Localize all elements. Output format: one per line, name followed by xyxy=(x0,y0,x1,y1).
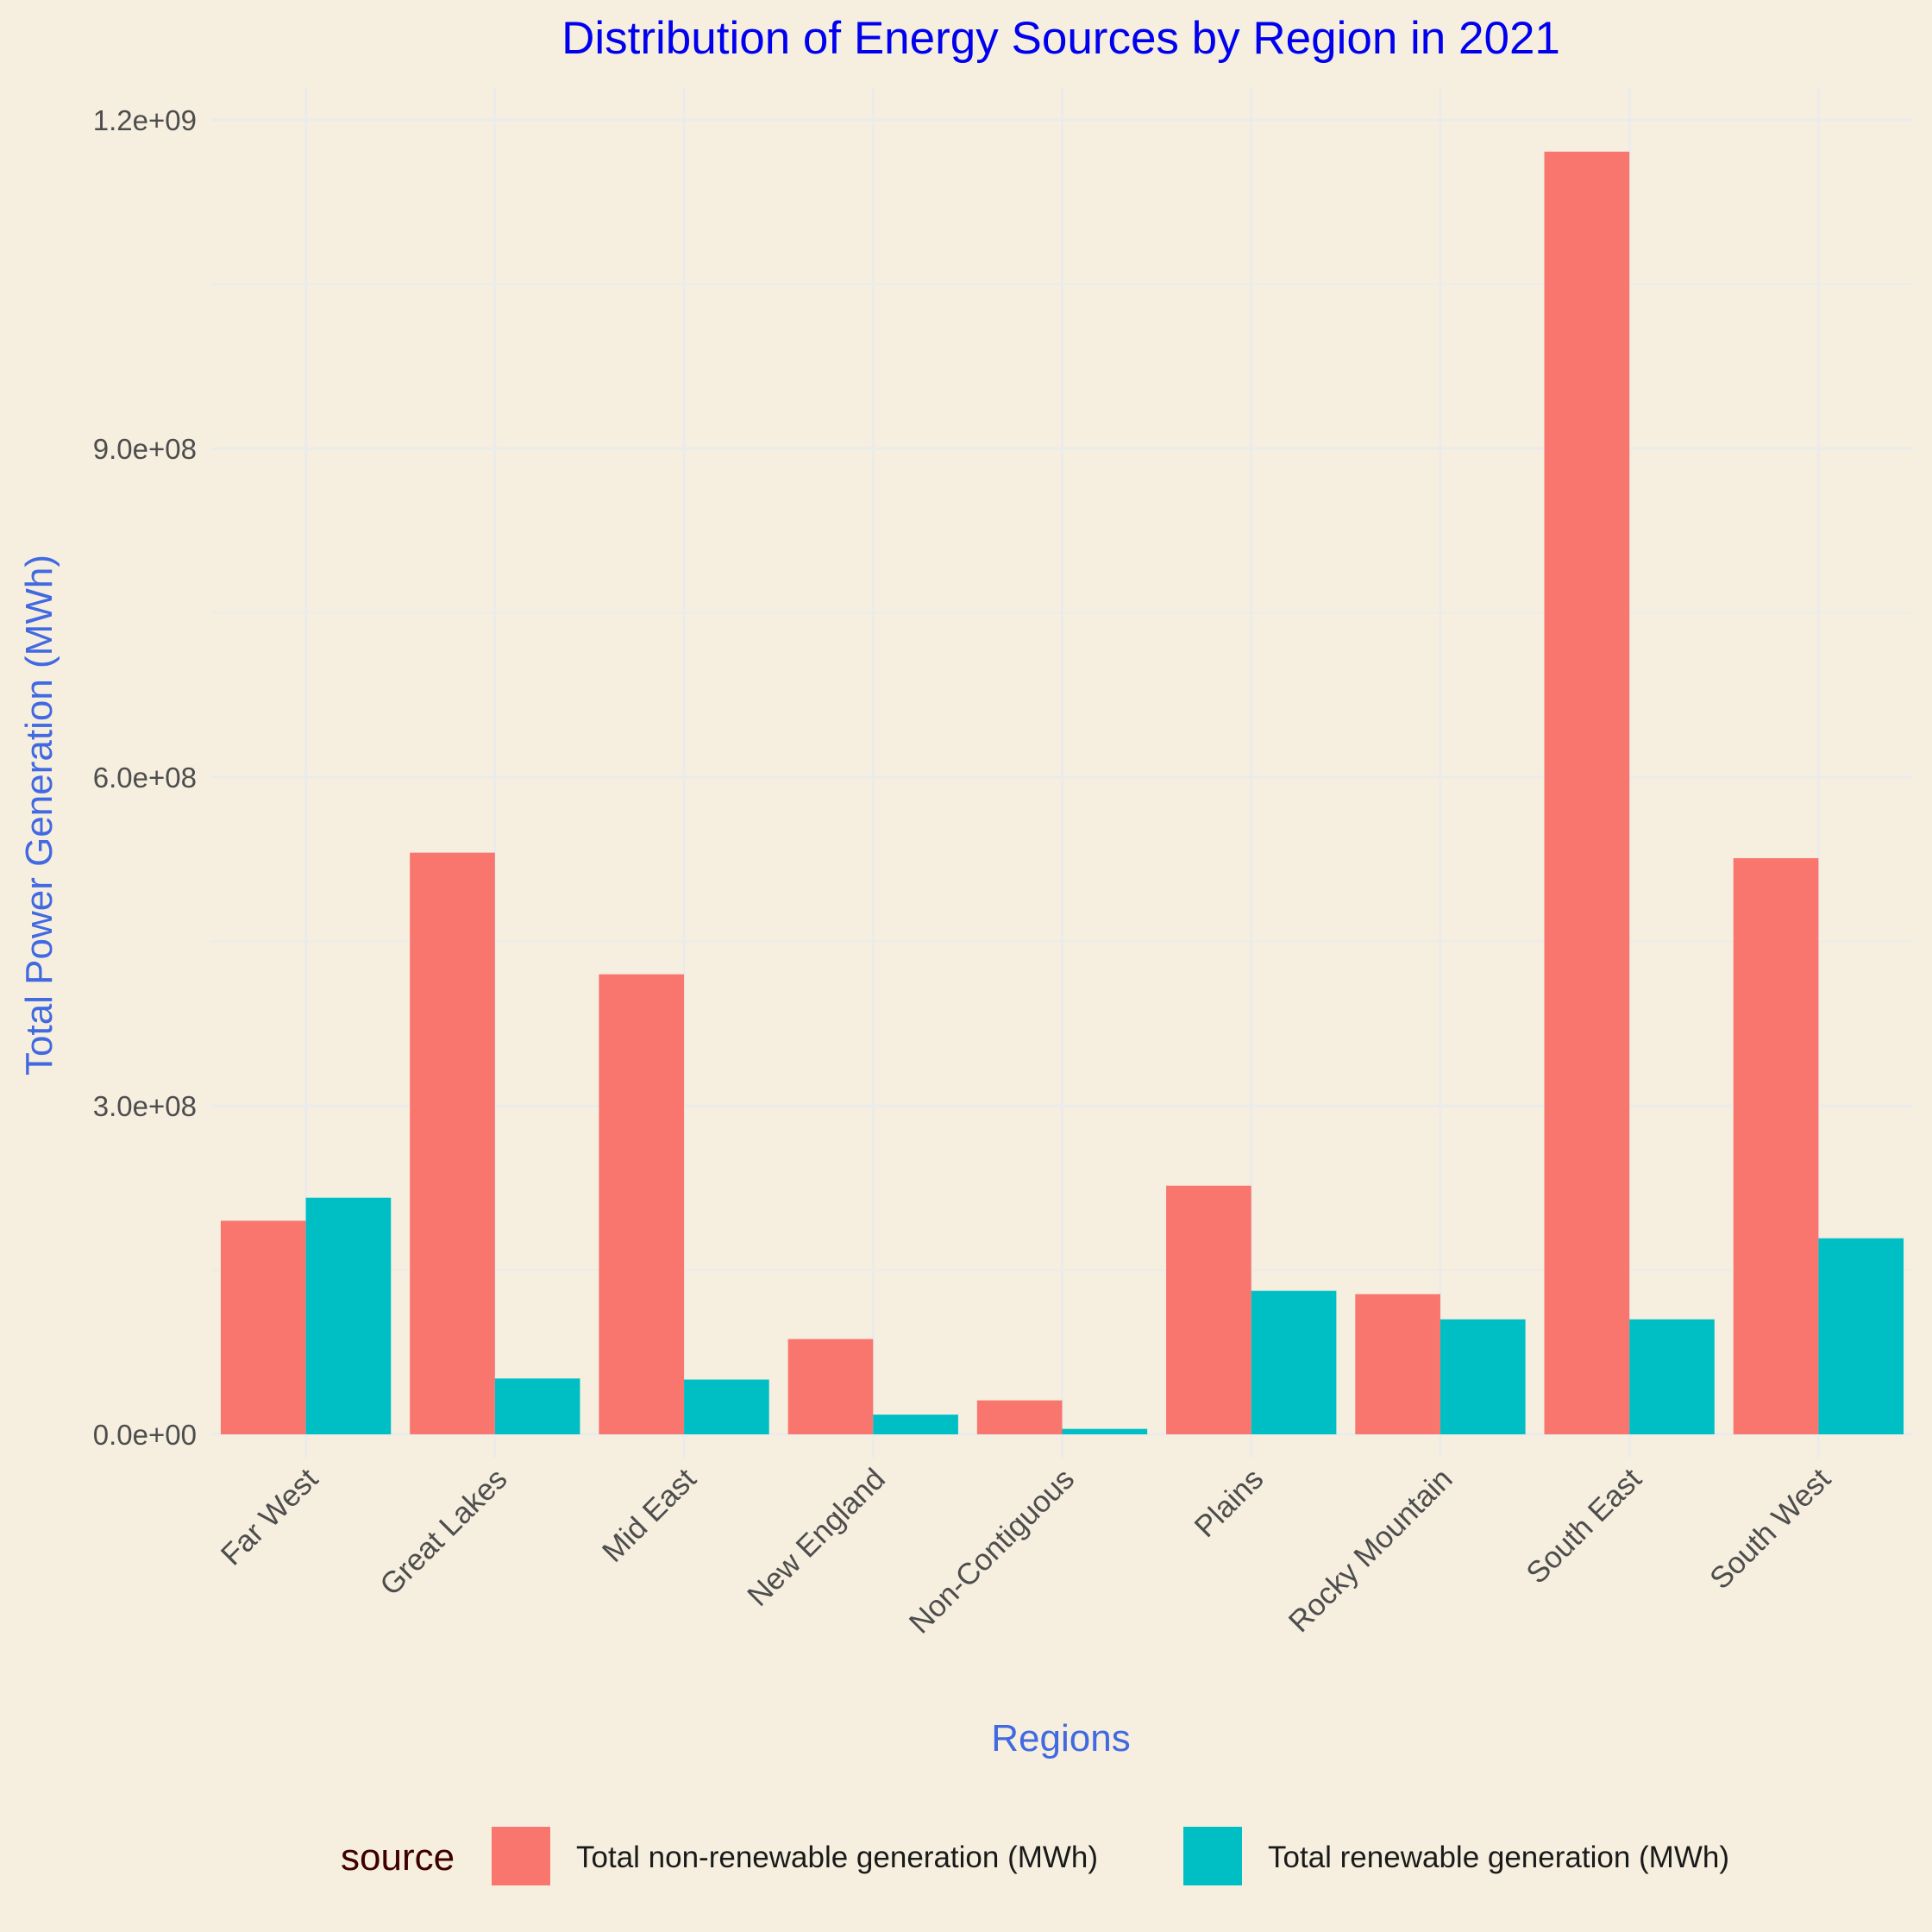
bar-renewable-rocky-mountain xyxy=(1440,1319,1526,1434)
y-tick-label: 6.0e+08 xyxy=(93,762,197,794)
x-tick-label: Great Lakes xyxy=(373,1462,513,1602)
bar-renewable-plains xyxy=(1251,1290,1337,1434)
y-tick-label: 3.0e+08 xyxy=(93,1090,197,1122)
bar-non-renewable-south-west xyxy=(1733,857,1819,1434)
bar-renewable-far-west xyxy=(305,1197,392,1434)
bar-renewable-mid-east xyxy=(684,1379,769,1434)
x-tick-label: Mid East xyxy=(596,1462,703,1569)
legend-label-non-renewable: Total non-renewable generation (MWh) xyxy=(576,1841,1098,1874)
bar-non-renewable-new-england xyxy=(787,1339,874,1434)
x-tick-label: South East xyxy=(1520,1462,1648,1590)
x-axis-ticks: Far West Great Lakes Mid East New England No… xyxy=(215,1462,1837,1640)
bar-renewable-non-contiguous xyxy=(1062,1428,1148,1434)
y-axis-title: Total Power Generation (MWh) xyxy=(18,555,60,1076)
legend-swatch-renewable xyxy=(1183,1827,1242,1885)
chart-title: Distribution of Energy Sources by Region… xyxy=(561,13,1560,64)
bar-non-renewable-rocky-mountain xyxy=(1355,1294,1440,1434)
legend-label-renewable: Total renewable generation (MWh) xyxy=(1268,1841,1729,1874)
bar-non-renewable-mid-east xyxy=(599,974,685,1434)
bar-non-renewable-plains xyxy=(1166,1185,1251,1434)
x-tick-label: New England xyxy=(741,1462,892,1613)
legend-title: source xyxy=(341,1836,455,1879)
y-tick-label: 0.0e+00 xyxy=(93,1419,197,1451)
bar-renewable-new-england xyxy=(873,1414,958,1434)
x-tick-label: South West xyxy=(1703,1462,1837,1596)
legend: source Total non-renewable generation (M… xyxy=(341,1827,1729,1885)
y-tick-label: 9.0e+08 xyxy=(93,433,197,465)
bar-non-renewable-far-west xyxy=(220,1220,306,1434)
y-axis-ticks: 0.0e+00 3.0e+08 6.0e+08 9.0e+08 1.2e+09 xyxy=(93,104,197,1451)
x-tick-label: Plains xyxy=(1188,1462,1270,1544)
bar-renewable-south-west xyxy=(1818,1238,1904,1434)
legend-swatch-non-renewable xyxy=(492,1827,550,1885)
bars xyxy=(220,151,1904,1435)
y-tick-label: 1.2e+09 xyxy=(93,104,197,136)
x-tick-label: Non-Contiguous xyxy=(903,1462,1081,1640)
x-axis-title: Regions xyxy=(991,1717,1130,1760)
bar-non-renewable-south-east xyxy=(1544,151,1630,1435)
x-tick-label: Far West xyxy=(215,1462,325,1572)
x-tick-label: Rocky Mountain xyxy=(1283,1462,1459,1639)
bar-non-renewable-non-contiguous xyxy=(976,1400,1063,1434)
bar-non-renewable-great-lakes xyxy=(410,852,495,1434)
bar-renewable-south-east xyxy=(1629,1319,1715,1434)
bar-renewable-great-lakes xyxy=(494,1378,580,1434)
